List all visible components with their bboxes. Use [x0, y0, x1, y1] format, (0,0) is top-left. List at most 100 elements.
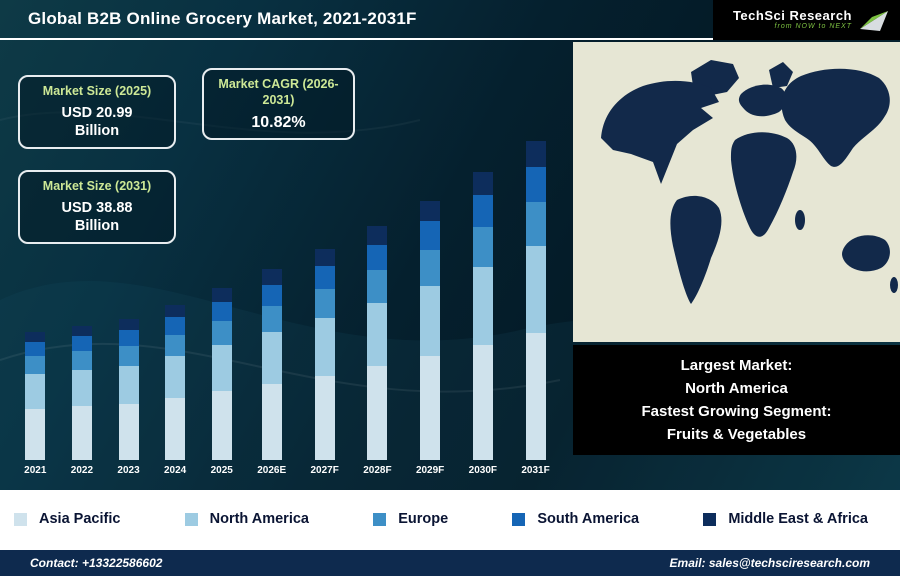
- bar-segment-south-america: [420, 221, 441, 250]
- bar-stack: [25, 332, 46, 460]
- bar-segment-asia-pacific: [314, 375, 335, 460]
- x-axis-label: 2023: [117, 465, 140, 476]
- logo-text: TechSci Research from NOW to NEXT: [732, 8, 852, 31]
- chart-legend: Asia Pacific North America Europe South Ame…: [0, 490, 900, 548]
- x-axis-label: 2029F: [415, 465, 445, 476]
- bar-segment-north-america: [71, 369, 92, 407]
- legend-label: Europe: [398, 511, 449, 527]
- bar-segment-north-america: [261, 332, 282, 384]
- market-size-2031-label: Market Size (2031): [42, 179, 152, 193]
- bar-segment-europe: [420, 249, 441, 287]
- market-cagr-value: 10.82%: [251, 114, 306, 132]
- x-axis-label: 2022: [70, 465, 94, 476]
- bar-segment-middle-east-africa: [25, 332, 46, 343]
- bar-column-2024: 2024: [164, 305, 186, 476]
- market-cagr-label: Market CAGR (2026-2031): [218, 77, 339, 107]
- bar-segment-south-america: [261, 284, 282, 306]
- bar-segment-europe: [25, 356, 46, 375]
- bar-segment-middle-east-africa: [118, 319, 139, 331]
- bar-segment-europe: [211, 320, 232, 345]
- market-size-2031-box: Market Size (2031) USD 38.88 Billion: [18, 170, 176, 245]
- world-map: [573, 42, 900, 342]
- x-axis-label: 2031F: [521, 465, 550, 476]
- bar-stack: [71, 325, 92, 460]
- bar-chart: Market Size (2025) USD 20.99 Billion Mar…: [0, 40, 573, 490]
- caption-line-4: Fruits & Vegetables: [666, 426, 807, 443]
- chart-panel: Global B2B Online Grocery Market, 2021-2…: [0, 0, 900, 490]
- market-size-2031-unit: Billion: [74, 218, 120, 235]
- legend-swatch: [184, 512, 198, 526]
- bar-segment-asia-pacific: [165, 398, 186, 460]
- x-axis-label: 2030F: [468, 465, 498, 476]
- bar-segment-middle-east-africa: [420, 200, 441, 222]
- bar-stack: [472, 172, 493, 460]
- bar-segment-north-america: [420, 286, 441, 357]
- bar-segment-north-america: [472, 267, 493, 345]
- bar-segment-asia-pacific: [25, 408, 46, 460]
- bar-segment-middle-east-africa: [314, 248, 335, 266]
- world-map-svg: [573, 42, 900, 342]
- bar-segment-asia-pacific: [420, 356, 441, 460]
- bar-column-2027F: 2027F: [310, 248, 339, 476]
- largest-market-caption: Largest Market: North America Fastest Gr…: [573, 345, 900, 455]
- x-axis-label: 2025: [210, 465, 233, 476]
- logo-name: TechSci Research: [732, 8, 852, 23]
- bar-column-2031F: 2031F: [521, 141, 550, 476]
- legend-swatch: [703, 512, 717, 526]
- bar-segment-europe: [261, 305, 282, 333]
- bar-segment-middle-east-africa: [261, 269, 282, 285]
- caption-line-3: Fastest Growing Segment:: [641, 403, 832, 420]
- x-axis-label: 2027F: [310, 465, 339, 476]
- bar-segment-south-america: [165, 317, 186, 335]
- legend-swatch: [373, 512, 387, 526]
- bar-segment-europe: [165, 334, 186, 357]
- market-size-2025-box: Market Size (2025) USD 20.99 Billion: [18, 75, 176, 150]
- bar-stack: [261, 269, 282, 460]
- bar-segment-middle-east-africa: [367, 225, 388, 245]
- x-axis-label: 2028F: [363, 465, 392, 476]
- market-size-2025-label: Market Size (2025): [42, 84, 152, 98]
- bar-segment-europe: [472, 227, 493, 268]
- bar-segment-asia-pacific: [525, 332, 546, 460]
- legend-label: Asia Pacific: [39, 511, 121, 527]
- legend-item: Middle East & Africa: [703, 511, 868, 527]
- bar-segment-south-america: [525, 166, 546, 202]
- legend-item: Asia Pacific: [14, 511, 120, 527]
- bar-segment-middle-east-africa: [165, 305, 186, 318]
- bar-stack: [118, 319, 139, 460]
- page-title: Global B2B Online Grocery Market, 2021-2…: [28, 9, 417, 28]
- bar-segment-middle-east-africa: [71, 325, 92, 337]
- legend-label: South America: [537, 511, 640, 527]
- logo-tagline: from NOW to NEXT: [774, 23, 852, 31]
- bar-segment-middle-east-africa: [472, 172, 493, 196]
- bar-segment-middle-east-africa: [211, 287, 232, 302]
- bar-segment-north-america: [25, 374, 46, 409]
- bar-stack: [211, 287, 232, 460]
- caption-line-1: Largest Market:: [680, 357, 793, 374]
- bar-segment-europe: [71, 351, 92, 370]
- legend-swatch: [14, 512, 27, 526]
- bar-segment-middle-east-africa: [525, 141, 546, 167]
- bar-segment-north-america: [211, 344, 232, 392]
- market-size-2031-value: USD 38.88: [61, 199, 133, 216]
- bar-segment-europe: [118, 345, 139, 366]
- legend-label: North America: [209, 511, 309, 527]
- footer-contact: Contact: +13322586602: [30, 556, 163, 570]
- bar-segment-north-america: [525, 246, 546, 333]
- bar-segment-asia-pacific: [118, 403, 139, 460]
- market-size-2025-value: USD 20.99: [61, 104, 133, 121]
- bar-column-2029F: 2029F: [415, 200, 445, 476]
- legend-item: South America: [512, 511, 639, 527]
- bar-segment-south-america: [472, 195, 493, 228]
- header-bar: Global B2B Online Grocery Market, 2021-2…: [0, 0, 900, 40]
- bar-segment-north-america: [165, 356, 186, 398]
- bar-column-2023: 2023: [117, 319, 140, 476]
- bar-column-2026E: 2026E: [257, 269, 286, 476]
- bar-stack: [314, 248, 335, 460]
- legend-item: Europe: [373, 511, 448, 527]
- caption-line-2: North America: [685, 380, 788, 397]
- bar-segment-north-america: [367, 303, 388, 367]
- right-panel: Largest Market: North America Fastest Gr…: [573, 42, 900, 490]
- bar-segment-europe: [367, 270, 388, 304]
